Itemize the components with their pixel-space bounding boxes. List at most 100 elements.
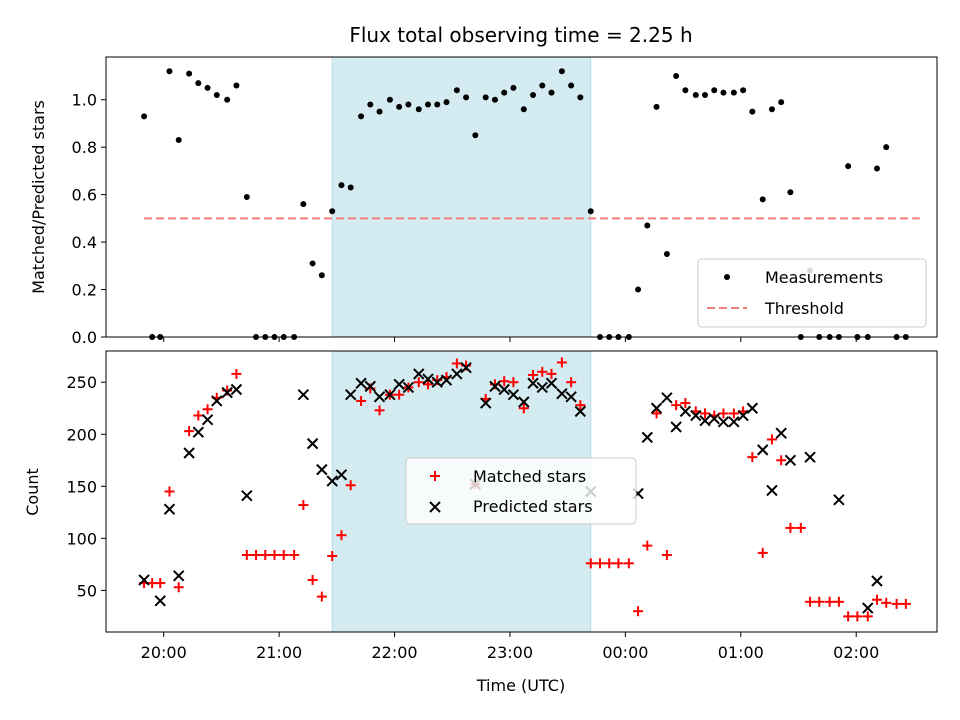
predicted-stars-point	[708, 412, 720, 425]
predicted-stars-point	[480, 397, 492, 409]
matched-stars-point	[289, 549, 300, 560]
x-stroke	[670, 421, 682, 433]
predicted-stars-point	[766, 484, 778, 497]
x-stroke	[498, 383, 510, 396]
matched-stars-point	[871, 594, 882, 605]
predicted-stars-point	[518, 396, 530, 408]
x-stroke	[192, 426, 205, 438]
measurement-point	[425, 101, 432, 108]
y-tick-label: 0.8	[72, 138, 97, 157]
matched-stars-point	[700, 408, 711, 419]
x-stroke	[641, 431, 654, 444]
predicted-stars-point	[326, 475, 338, 487]
matched-stars-point	[747, 452, 758, 463]
x-stroke	[527, 377, 539, 389]
x-stroke	[728, 416, 740, 428]
x-stroke	[230, 383, 243, 396]
predicted-stars-point	[344, 389, 357, 401]
x-stroke	[871, 575, 883, 587]
measurement-point	[300, 201, 307, 208]
top-panel-legend: Measurements Threshold	[697, 258, 927, 328]
predicted-stars-point	[355, 377, 367, 389]
x-stroke	[746, 402, 759, 414]
measurement-point	[587, 208, 594, 215]
bottom-panel-y-axis-label: Count	[23, 468, 42, 516]
x-stroke	[661, 392, 673, 404]
x-stroke	[297, 389, 310, 401]
x-stroke	[173, 570, 185, 582]
predicted-stars-point	[565, 391, 577, 403]
measurement-point	[443, 99, 450, 106]
predicted-stars-point	[183, 447, 195, 459]
measurement-point	[682, 87, 689, 94]
measurement-point	[548, 89, 555, 96]
predicted-stars-point	[737, 409, 749, 422]
matched-stars-point	[413, 377, 424, 388]
x-stroke	[460, 361, 472, 374]
matched-stars-point	[499, 376, 510, 387]
top-panel-axes: 0.0 0.2 0.4 0.6 0.8 1.0	[72, 91, 857, 347]
predicted-stars-point	[201, 413, 214, 426]
matched-stars-point	[623, 558, 634, 569]
y-tick-label: 50	[77, 581, 97, 600]
x-tick-label: 00:00	[602, 643, 648, 662]
predicted-stars-point	[498, 383, 510, 396]
x-stroke	[565, 391, 577, 403]
measurement-point	[653, 103, 660, 110]
matched-stars-point	[508, 377, 519, 388]
predicted-stars-point	[775, 427, 787, 439]
matched-stars-point	[900, 598, 911, 609]
measurement-point	[759, 196, 766, 203]
measurement-point	[692, 91, 699, 98]
matched-stars-point	[718, 408, 729, 419]
measurement-point	[845, 163, 852, 170]
measurement-point	[186, 70, 193, 77]
x-stroke	[507, 389, 520, 401]
x-stroke	[183, 447, 195, 459]
predicted-stars-point	[297, 389, 310, 401]
predicted-stars-point	[431, 376, 443, 388]
x-axis-label: Time (UTC)	[476, 676, 565, 695]
x-stroke	[344, 389, 357, 401]
predicted-stars-point	[574, 405, 587, 418]
x-stroke	[775, 427, 787, 439]
measurement-point	[386, 96, 393, 103]
predicted-stars-point	[489, 380, 501, 393]
measurement-point	[213, 91, 220, 98]
x-stroke	[708, 412, 720, 425]
matched-stars-point	[805, 596, 816, 607]
panel-frame	[105, 350, 938, 633]
x-stroke	[316, 463, 328, 476]
measurement-point	[338, 182, 345, 189]
x-stroke	[355, 377, 367, 389]
x-stroke	[326, 475, 338, 487]
panel-frame	[105, 56, 938, 338]
matched-stars-point	[528, 369, 539, 380]
matched-stars-point	[451, 358, 462, 369]
predicted-stars-point	[413, 368, 425, 380]
x-stroke	[717, 416, 730, 428]
matched-stars-point	[327, 551, 338, 562]
measurement-point	[405, 101, 412, 108]
x-stroke	[574, 405, 587, 418]
matched-stars-point	[642, 540, 653, 551]
matched-stars-point	[518, 403, 529, 414]
matched-stars-point	[785, 522, 796, 533]
x-stroke	[138, 574, 150, 586]
legend-predicted-swatch	[429, 501, 441, 513]
shaded-interval	[332, 57, 591, 337]
predicted-stars-point	[211, 395, 223, 407]
x-tick-label: 22:00	[371, 643, 417, 662]
predicted-stars-point	[670, 421, 682, 433]
measurement-point	[195, 80, 202, 87]
predicted-stars-point	[690, 409, 702, 422]
measurement-point	[367, 101, 374, 108]
measurement-point	[768, 106, 775, 113]
legend-box	[405, 457, 637, 525]
matched-stars-point	[193, 410, 204, 421]
predicted-stars-point	[460, 361, 472, 374]
x-stroke	[211, 395, 223, 407]
measurement-point	[873, 165, 880, 172]
y-tick-label: 150	[66, 477, 97, 496]
x-stroke	[757, 444, 769, 456]
